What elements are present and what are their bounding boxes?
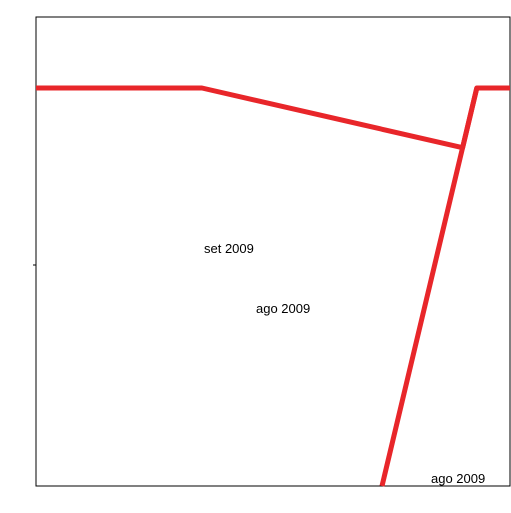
annotation-label-ago-2009-lower: ago 2009 xyxy=(431,471,485,486)
annotation-label-set-2009: set 2009 xyxy=(204,241,254,256)
plot-frame xyxy=(35,16,511,487)
series-line-2 xyxy=(379,87,480,487)
series-line-1 xyxy=(36,85,510,151)
series-group xyxy=(36,85,510,487)
annotation-label-ago-2009: ago 2009 xyxy=(256,301,310,316)
